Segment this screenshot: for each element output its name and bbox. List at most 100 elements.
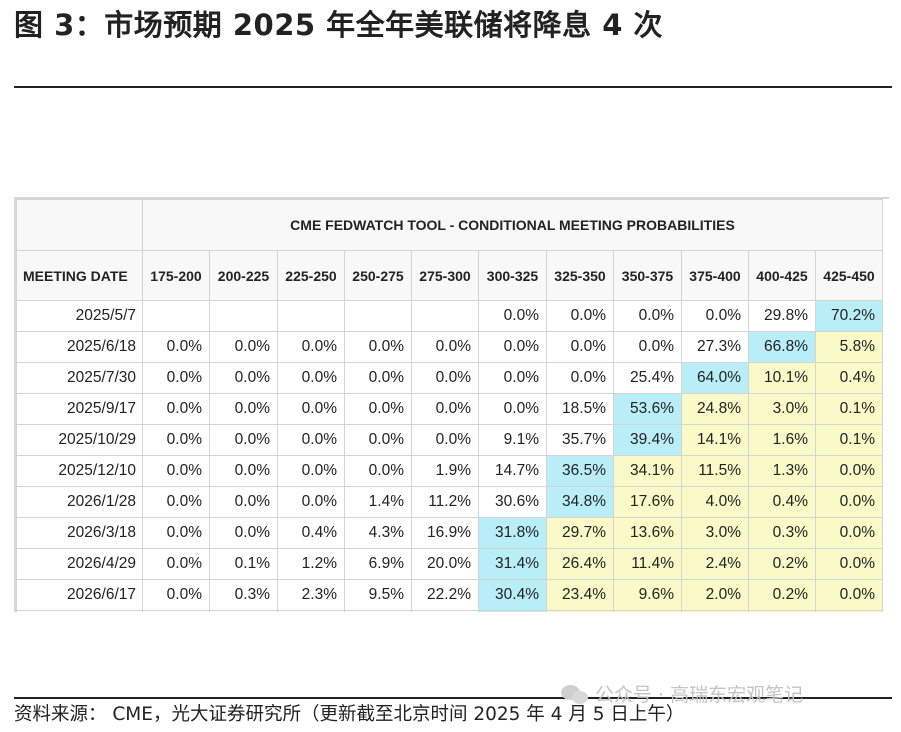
rate-range-header: 300-325 <box>478 250 547 301</box>
probability-cell: 14.1% <box>681 424 749 456</box>
probability-cell: 14.7% <box>478 455 547 487</box>
figure-title: 图 3：市场预期 2025 年全年美联储将降息 4 次 <box>14 8 664 42</box>
probability-cell: 9.6% <box>613 579 682 611</box>
probability-cell: 36.5% <box>546 455 614 487</box>
probability-cell: 1.2% <box>277 548 345 580</box>
table-row: 2026/1/28 0.0% 0.0% 0.0% 1.4% 11.2% 30.6% 34.8%… <box>16 486 883 518</box>
probability-cell: 0.0% <box>344 424 412 456</box>
top-rule <box>14 86 892 88</box>
probability-cell <box>748 610 816 612</box>
probability-cell <box>411 300 479 332</box>
probability-cell: 9.1% <box>478 424 547 456</box>
probability-cell: 11.2% <box>411 486 479 518</box>
probability-cell: 13.6% <box>613 517 682 549</box>
probability-cell: 3.0% <box>681 517 749 549</box>
watermark-text: 公众号 · 高瑞东宏观笔记 <box>595 684 804 706</box>
table-row: 2025/5/7 0.0% 0.0% 0.0% 0.0% 29.8% 70.2% <box>16 300 883 332</box>
probability-cell: 0.0% <box>142 517 210 549</box>
probability-cell: 16.9% <box>411 517 479 549</box>
rate-range-header: 275-300 <box>411 250 479 301</box>
probability-cell: 0.0% <box>478 362 547 394</box>
table-row: 2025/12/10 0.0% 0.0% 0.0% 0.0% 1.9% 14.7% 36.5%… <box>16 455 883 487</box>
rate-range-header: 175-200 <box>142 250 210 301</box>
probability-cell: 0.0% <box>344 393 412 425</box>
probability-cell: 5.8% <box>815 331 883 363</box>
probability-cell <box>546 610 614 612</box>
meeting-date-cell: 2025/5/7 <box>16 300 143 332</box>
probability-cell <box>142 300 210 332</box>
probability-cell: 0.0% <box>344 362 412 394</box>
probability-cell: 9.5% <box>344 579 412 611</box>
probability-cell: 0.0% <box>546 331 614 363</box>
probability-cell: 0.0% <box>344 331 412 363</box>
probability-cell: 4.0% <box>681 486 749 518</box>
fedwatch-table: CME FEDWATCH TOOL - CONDITIONAL MEETING … <box>16 199 883 612</box>
probability-cell: 11.5% <box>681 455 749 487</box>
probability-cell: 0.0% <box>209 393 278 425</box>
probability-cell <box>613 610 682 612</box>
probability-cell: 0.0% <box>277 362 345 394</box>
meeting-date-cell <box>16 610 143 612</box>
probability-cell <box>142 610 210 612</box>
probability-cell: 0.0% <box>142 486 210 518</box>
probability-cell: 0.0% <box>209 362 278 394</box>
probability-cell: 0.0% <box>209 331 278 363</box>
probability-cell: 0.0% <box>142 331 210 363</box>
probability-cell: 1.9% <box>411 455 479 487</box>
probability-cell: 0.1% <box>209 548 278 580</box>
meeting-date-cell: 2026/3/18 <box>16 517 143 549</box>
probability-cell <box>681 610 749 612</box>
probability-cell: 0.0% <box>815 548 883 580</box>
probability-cell: 34.8% <box>546 486 614 518</box>
probability-cell: 17.6% <box>613 486 682 518</box>
probability-cell: 22.2% <box>411 579 479 611</box>
probability-cell: 11.4% <box>613 548 682 580</box>
probability-cell: 31.4% <box>478 548 547 580</box>
probability-cell: 0.0% <box>344 455 412 487</box>
probability-cell: 0.0% <box>277 424 345 456</box>
probability-cell: 0.0% <box>277 486 345 518</box>
probability-cell: 0.2% <box>748 579 816 611</box>
probability-cell: 0.0% <box>546 300 614 332</box>
table-row: 2025/9/17 0.0% 0.0% 0.0% 0.0% 0.0% 0.0% 18.5% 53… <box>16 393 883 425</box>
probability-cell: 0.0% <box>142 579 210 611</box>
probability-cell: 0.0% <box>613 331 682 363</box>
meeting-date-cell: 2025/10/29 <box>16 424 143 456</box>
probability-cell: 0.3% <box>209 579 278 611</box>
probability-cell: 6.9% <box>344 548 412 580</box>
table-corner <box>16 199 143 251</box>
meeting-date-cell: 2025/6/18 <box>16 331 143 363</box>
probability-cell: 26.4% <box>546 548 614 580</box>
probability-cell <box>344 300 412 332</box>
probability-cell: 0.0% <box>209 455 278 487</box>
probability-cell: 0.1% <box>815 393 883 425</box>
probability-cell: 34.1% <box>613 455 682 487</box>
probability-cell <box>411 610 479 612</box>
meeting-date-cell: 2025/9/17 <box>16 393 143 425</box>
probability-cell: 35.7% <box>546 424 614 456</box>
probability-cell: 31.8% <box>478 517 547 549</box>
probability-cell: 0.0% <box>815 579 883 611</box>
probability-cell: 70.2% <box>815 300 883 332</box>
rate-range-header: 200-225 <box>209 250 278 301</box>
probability-cell: 27.3% <box>681 331 749 363</box>
probability-cell <box>344 610 412 612</box>
probability-cell: 18.5% <box>546 393 614 425</box>
probability-cell: 0.1% <box>815 424 883 456</box>
probability-cell <box>815 610 883 612</box>
probability-cell: 0.0% <box>815 486 883 518</box>
probability-cell: 25.4% <box>613 362 682 394</box>
probability-cell: 0.0% <box>613 300 682 332</box>
probability-cell: 0.0% <box>546 362 614 394</box>
probability-cell: 0.4% <box>815 362 883 394</box>
probability-cell: 0.0% <box>209 486 278 518</box>
probability-cell: 0.0% <box>411 424 479 456</box>
probability-cell: 0.4% <box>748 486 816 518</box>
probability-cell: 0.0% <box>142 424 210 456</box>
probability-cell: 0.0% <box>277 331 345 363</box>
table-row: 2026/6/17 0.0% 0.3% 2.3% 9.5% 22.2% 30.4% 23.4%… <box>16 579 883 611</box>
probability-cell: 29.7% <box>546 517 614 549</box>
table-row-cutoff <box>16 610 883 612</box>
rate-range-header: 250-275 <box>344 250 412 301</box>
probability-cell: 0.0% <box>411 331 479 363</box>
